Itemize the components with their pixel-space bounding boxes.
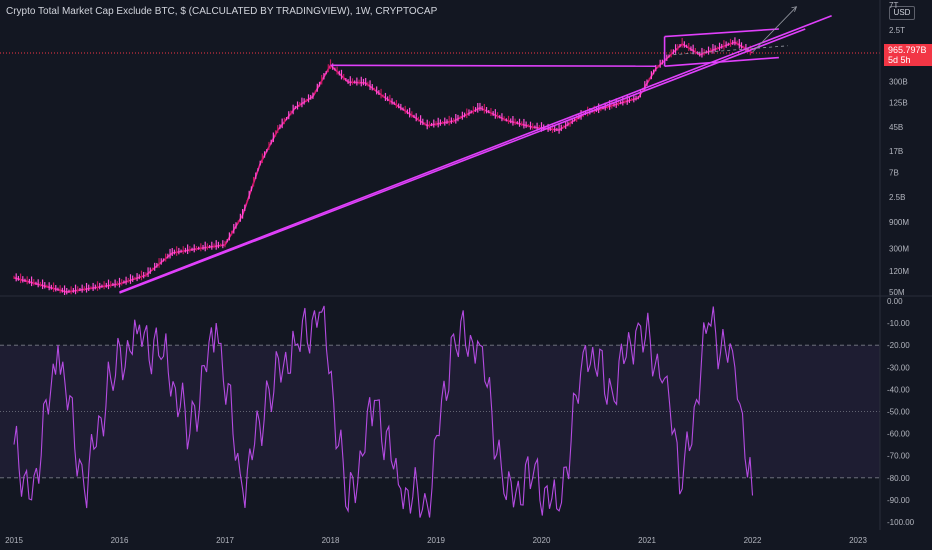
time-tick-label: 2021 bbox=[638, 536, 656, 545]
oscillator-pane[interactable] bbox=[0, 305, 880, 518]
oscillator-tick-label: -10.00 bbox=[887, 319, 910, 328]
time-tick-label: 2020 bbox=[533, 536, 551, 545]
price-tick-label: 900M bbox=[889, 218, 909, 227]
oscillator-tick-label: -60.00 bbox=[887, 430, 910, 439]
oscillator-tick-label: -90.00 bbox=[887, 496, 910, 505]
trendlines[interactable] bbox=[119, 6, 832, 294]
last-price-badge: 965.797B 5d 5h bbox=[884, 44, 932, 66]
projection-arrow bbox=[752, 6, 797, 53]
price-pane[interactable] bbox=[0, 6, 880, 296]
price-axis[interactable]: 7T 2.5T 300B 125B 45B 17B 7B 2.5B 900M 300M 120M 50… bbox=[889, 1, 909, 297]
price-tick-label: 7B bbox=[889, 168, 899, 177]
oscillator-tick-label: -50.00 bbox=[887, 408, 910, 417]
oscillator-tick-label: -30.00 bbox=[887, 363, 910, 372]
price-tick-label: 125B bbox=[889, 98, 908, 107]
time-tick-label: 2022 bbox=[744, 536, 762, 545]
price-tick-label: 300M bbox=[889, 245, 909, 254]
currency-badge[interactable]: USD bbox=[889, 6, 915, 20]
oscillator-tick-label: -80.00 bbox=[887, 474, 910, 483]
price-tick-label: 300B bbox=[889, 77, 908, 86]
price-series bbox=[13, 37, 753, 296]
channel-midline bbox=[673, 45, 788, 56]
bar-countdown: 5d 5h bbox=[888, 55, 911, 65]
last-price-value: 965.797B bbox=[888, 45, 927, 55]
time-tick-label: 2016 bbox=[111, 536, 129, 545]
oscillator-series bbox=[13, 305, 754, 518]
channel-top bbox=[664, 28, 779, 38]
trendline-support-upper bbox=[119, 14, 832, 293]
trendline-support-lower bbox=[119, 28, 806, 294]
price-tick-label: 7T bbox=[889, 1, 898, 10]
time-tick-label: 2017 bbox=[216, 536, 234, 545]
price-tick-label: 45B bbox=[889, 123, 903, 132]
oscillator-tick-label: -40.00 bbox=[887, 385, 910, 394]
oscillator-axis[interactable]: 0.00 -10.00 -20.00 -30.00 -40.00 -50.00 -60.00… bbox=[887, 297, 915, 527]
price-line-series bbox=[13, 41, 753, 293]
chart-title: Crypto Total Market Cap Exclude BTC, $ (… bbox=[6, 6, 438, 17]
price-tick-label: 120M bbox=[889, 267, 909, 276]
time-tick-label: 2019 bbox=[427, 536, 445, 545]
time-axis[interactable]: 2015 2016 2017 2018 2019 2020 2021 2022 2023 bbox=[5, 536, 867, 545]
oscillator-band bbox=[0, 345, 880, 478]
time-tick-label: 2018 bbox=[322, 536, 340, 545]
time-tick-label: 2015 bbox=[5, 536, 23, 545]
time-tick-label: 2023 bbox=[849, 536, 867, 545]
projection-arrowhead bbox=[791, 6, 798, 12]
price-tick-label: 50M bbox=[889, 288, 905, 297]
price-tick-label: 2.5B bbox=[889, 193, 905, 202]
channel-bottom bbox=[664, 56, 779, 67]
price-tick-label: 2.5T bbox=[889, 26, 905, 35]
oscillator-line bbox=[13, 305, 754, 518]
oscillator-tick-label: -20.00 bbox=[887, 341, 910, 350]
trendline-resistance bbox=[330, 64, 656, 67]
oscillator-tick-label: -100.00 bbox=[887, 518, 915, 527]
oscillator-tick-label: 0.00 bbox=[887, 297, 903, 306]
price-tick-label: 17B bbox=[889, 147, 903, 156]
oscillator-tick-label: -70.00 bbox=[887, 452, 910, 461]
